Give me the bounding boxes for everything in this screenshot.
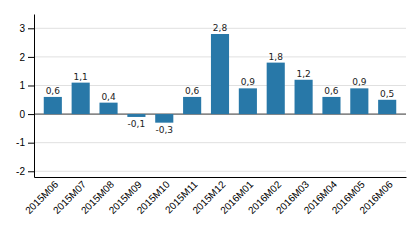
data-label: 1,1 [74,72,88,82]
bar [350,88,368,114]
bar [44,97,62,114]
tick: 2 [19,52,34,63]
grid-line [34,142,406,143]
tick: -1 [16,137,34,148]
data-label: 1,2 [296,69,310,79]
tick-mark [28,171,34,172]
plot: -2 -1 0 1 2 3 2015M062015M072015M082015M092015… [16,15,406,217]
tick-mark [28,85,34,86]
grid [34,28,406,171]
tick-mark [28,28,34,29]
tick: -2 [16,166,34,177]
data-label: 2,8 [213,23,228,33]
tick: 0 [19,109,34,120]
data-labels: 0,6 1,1 0,4 -0,1 -0,3 0,6 2,8 0,9 1,8 1,2 0,6 0,9 0,… [46,23,395,135]
tick-mark [28,114,34,115]
bar [183,97,201,114]
tick-label: 1 [19,80,25,91]
bars [44,34,396,123]
tick-mark [28,143,34,144]
x-axis: 2015M062015M072015M082015M092015M102015M… [23,178,406,217]
data-label: 0,9 [352,77,367,87]
data-label: 0,4 [101,92,116,102]
bar [378,100,396,114]
bar [267,63,285,114]
data-label: 0,5 [380,89,394,99]
chart: -2 -1 0 1 2 3 2015M062015M072015M082015M092015… [0,0,416,227]
tick: 3 [19,23,34,34]
tick-label: 2016M06 [357,178,395,216]
axis-line [35,177,407,178]
tick-label: 0 [19,109,25,120]
axis-line [34,15,35,178]
data-label: 0,6 [324,86,339,96]
tick-label: -2 [16,166,25,177]
data-label: 0,6 [46,86,61,96]
tick: 2016M06 [357,178,395,216]
bar [322,97,340,114]
tick-label: -1 [16,137,25,148]
y-axis: -2 -1 0 1 2 3 [16,15,34,178]
tick: 1 [19,80,34,91]
tick-label: 2 [19,52,25,63]
data-label: -0,3 [155,125,173,135]
bar [239,88,257,114]
grid-line [34,171,406,172]
tick-label: 3 [19,23,25,34]
tick-mark [28,57,34,58]
bar [155,114,173,123]
data-label: 0,9 [241,77,256,87]
bar [211,34,229,114]
bar [127,114,145,117]
data-label: -0,1 [128,119,146,129]
data-label: 0,6 [185,86,200,96]
bar [295,80,313,114]
data-label: 1,8 [269,52,284,62]
bar [72,83,90,114]
bar [99,103,117,114]
